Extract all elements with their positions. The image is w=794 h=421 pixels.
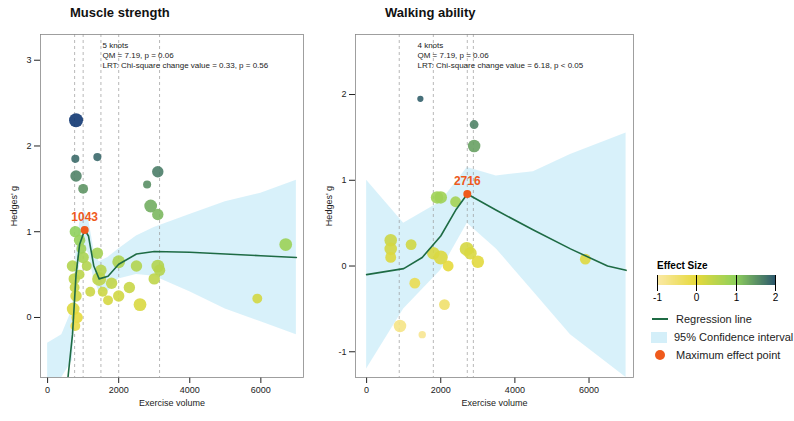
svg-text:2000: 2000: [109, 385, 129, 395]
svg-text:4000: 4000: [505, 385, 525, 395]
svg-text:2000: 2000: [431, 385, 451, 395]
html-text:Maximum effect point: Maximum effect point: [676, 349, 781, 361]
svg-text:0: 0: [26, 312, 31, 322]
svg-text:4000: 4000: [180, 385, 200, 395]
svg-text:3: 3: [26, 55, 31, 65]
svg-text:4 knotsQM = 7.19, p = 0.06LRT:: 4 knotsQM = 7.19, p = 0.06LRT: Chi-squar…: [418, 41, 584, 70]
svg-text:0: 0: [341, 261, 346, 271]
svg-text:1: 1: [26, 227, 31, 237]
svg-text:0: 0: [45, 385, 50, 395]
svg-text:-1: -1: [338, 347, 346, 357]
html-text:Regression line: Regression line: [676, 313, 752, 325]
svg-text:2: 2: [26, 141, 31, 151]
html-text:95% Confidence interval: 95% Confidence interval: [674, 331, 794, 343]
svg-text:2: 2: [773, 292, 779, 303]
svg-text:-1: -1: [653, 292, 662, 303]
svg-text:0: 0: [694, 292, 700, 303]
svg-text:2: 2: [341, 89, 346, 99]
html-text:Muscle strength: Muscle strength: [70, 5, 170, 20]
html-text:Walking ability: Walking ability: [385, 5, 476, 20]
svg-text:5 knotsQM = 7.19, p = 0.06LRT:: 5 knotsQM = 7.19, p = 0.06LRT: Chi-squar…: [103, 41, 269, 70]
svg-text:Hedges' g: Hedges' g: [9, 186, 19, 226]
svg-text:1043: 1043: [71, 210, 98, 224]
svg-text:Hedges' g: Hedges' g: [324, 186, 334, 226]
svg-text:6000: 6000: [251, 385, 271, 395]
svg-text:Effect Size: Effect Size: [657, 260, 708, 271]
svg-text:Exercise volume: Exercise volume: [139, 398, 205, 408]
svg-text:2716: 2716: [454, 174, 481, 188]
svg-text:1: 1: [341, 175, 346, 185]
svg-text:0: 0: [364, 385, 369, 395]
svg-text:Exercise volume: Exercise volume: [461, 398, 527, 408]
svg-text:1: 1: [734, 292, 740, 303]
svg-text:6000: 6000: [579, 385, 599, 395]
